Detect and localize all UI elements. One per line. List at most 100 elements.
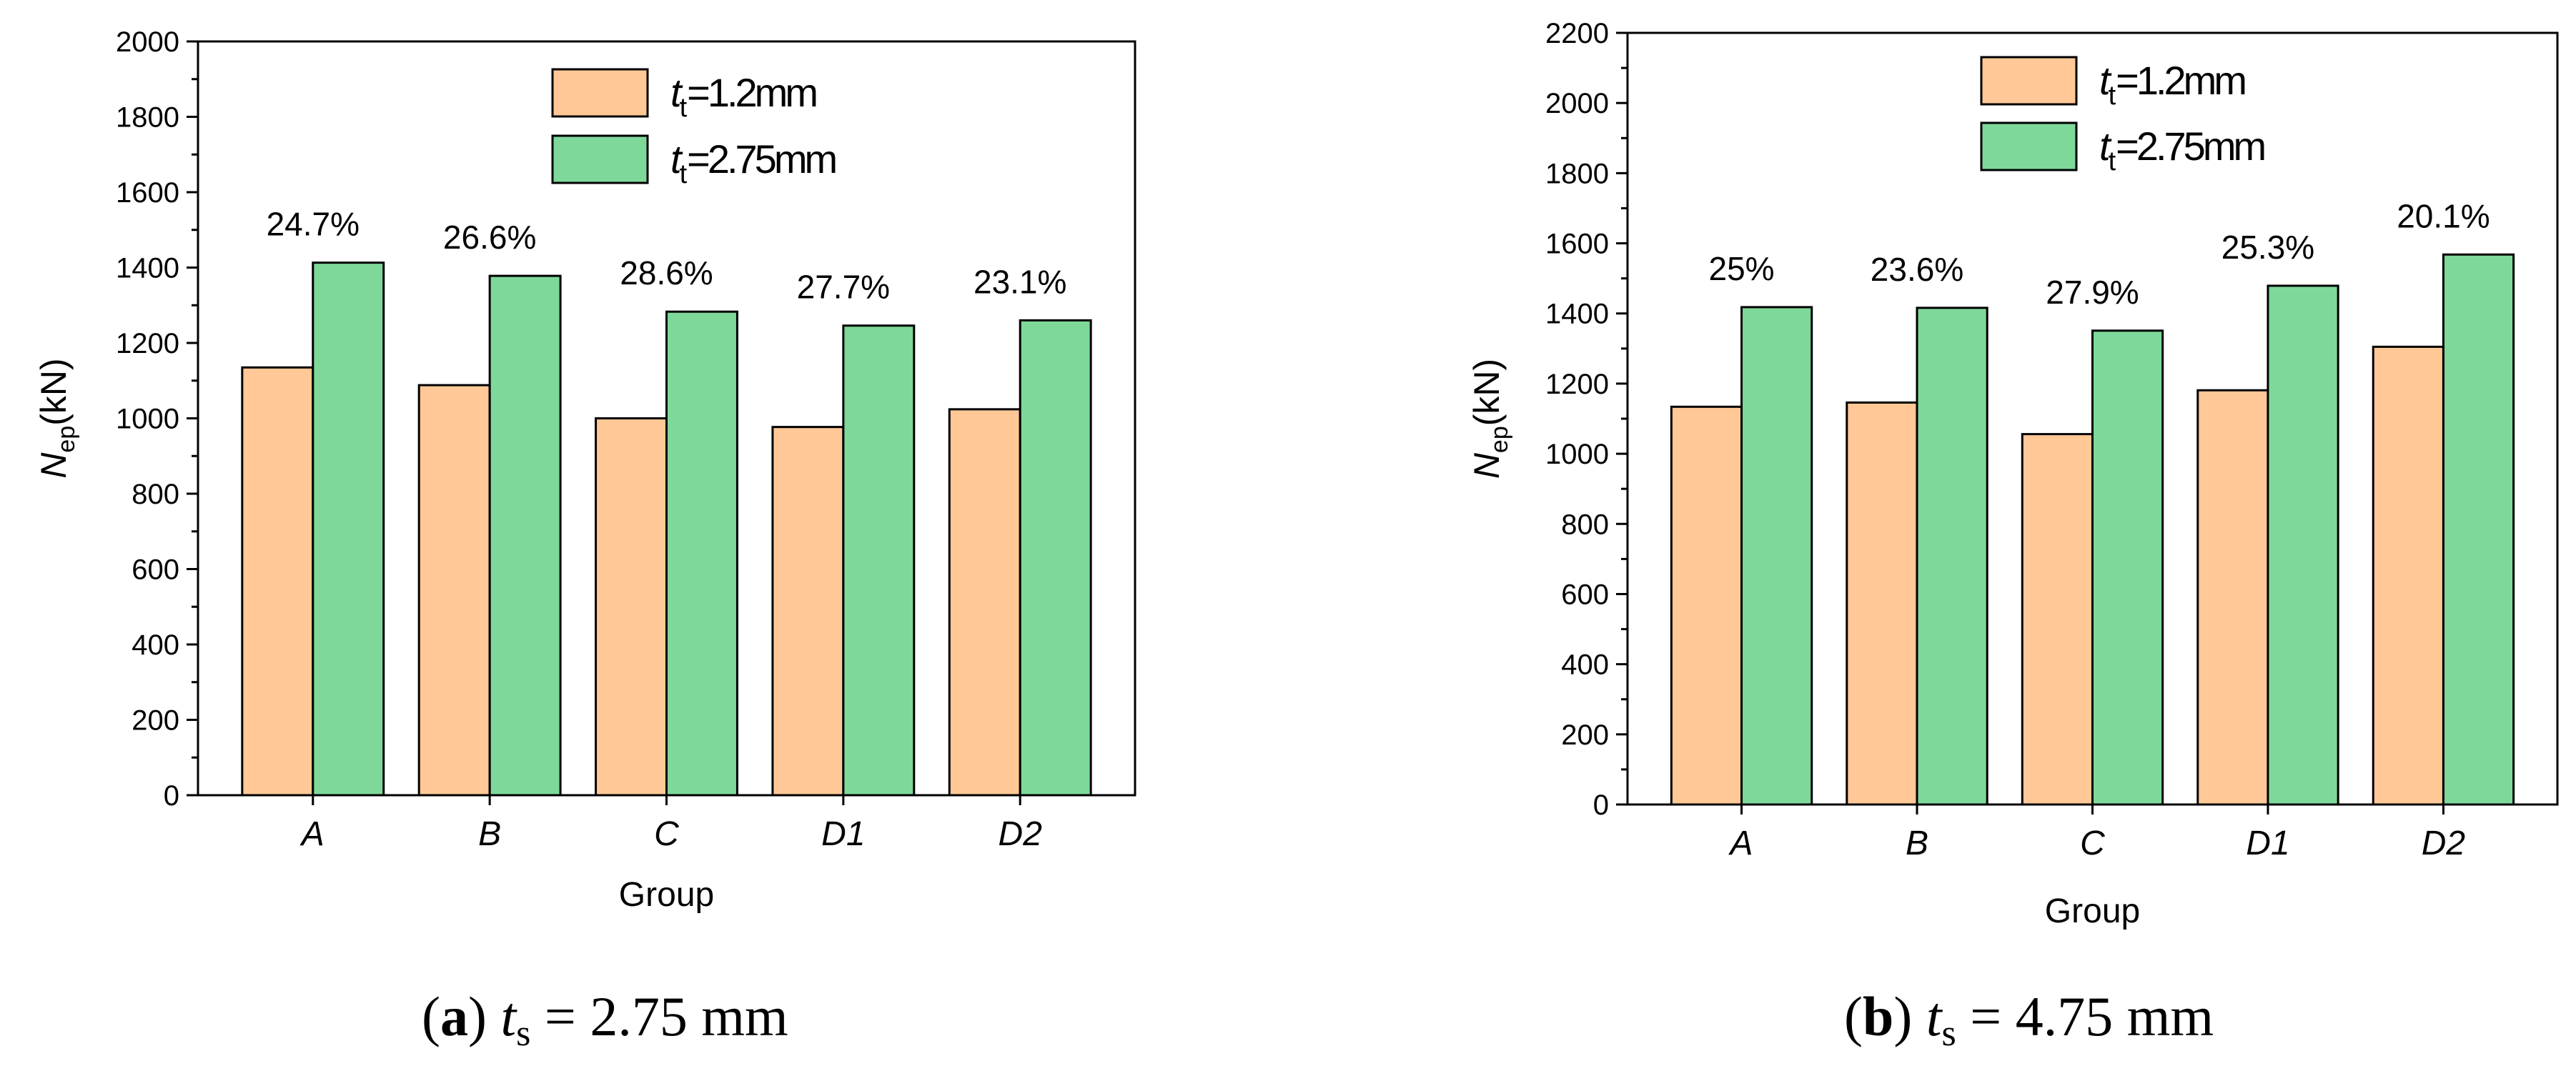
annotation-b-c: 27.9% <box>2046 274 2139 311</box>
caption-b-symbol: t <box>1926 985 1942 1047</box>
bar-a-d1-series2 <box>842 324 916 797</box>
y-tick-label-b-2000: 2000 <box>1545 88 1609 119</box>
annotation-a-d1: 27.7% <box>797 269 890 306</box>
bar-a-d1-series1 <box>771 426 845 797</box>
legend-value-b-2: =2.75mm <box>2116 124 2264 169</box>
annotation-b-d2: 20.1% <box>2397 197 2490 234</box>
annotation-b-b: 23.6% <box>1871 251 1963 288</box>
annotation-a-b: 26.6% <box>443 219 536 256</box>
chart-panel-b: 25% A 23.6% B 27.9% C 25.3% D1 20.1% D2 0 200 400 600… <box>1467 18 2559 930</box>
y-tick-label-a-800: 800 <box>132 479 179 510</box>
caption-a-label: a <box>440 985 468 1047</box>
y-tick-label-b-800: 800 <box>1561 509 1609 540</box>
bar-b-b-series2 <box>1916 307 1988 806</box>
legend-value-b-1: =1.2mm <box>2116 58 2244 103</box>
y-tick-label-a-1000: 1000 <box>116 404 179 435</box>
y-axis-unit-b: (kN) <box>1467 359 1507 426</box>
x-tick-label-b-d2: D2 <box>2422 825 2465 862</box>
annotation-b-a: 25% <box>1709 250 1775 287</box>
y-tick-label-b-200: 200 <box>1561 719 1609 751</box>
bar-b-a-series1 <box>1670 405 1743 806</box>
caption-a-value: = 2.75 mm <box>530 985 788 1047</box>
legend-subscript-a-2: t <box>680 159 688 189</box>
plot-frame-a <box>197 40 1136 797</box>
caption-b: (b) ts = 4.75 mm <box>1844 985 2214 1054</box>
legend-value-a-1: =1.2mm <box>687 70 816 115</box>
y-tick-label-b-1200: 1200 <box>1545 369 1609 400</box>
y-tick-label-a-600: 600 <box>132 554 179 586</box>
x-tick-label-a-d1: D1 <box>821 815 865 853</box>
caption-a-symbol: t <box>500 985 517 1047</box>
y-tick-label-b-600: 600 <box>1561 579 1609 610</box>
bar-a-a-series1 <box>241 366 314 797</box>
y-tick-label-b-1000: 1000 <box>1545 439 1609 470</box>
legend-value-a-2: =2.75mm <box>687 136 835 181</box>
y-tick-label-a-400: 400 <box>132 629 179 661</box>
bar-a-b-series2 <box>488 274 562 797</box>
legend-swatch-b-series2 <box>1980 121 2078 171</box>
bar-b-c-series2 <box>2091 329 2164 806</box>
y-axis-subscript-b: ep <box>1486 426 1513 453</box>
y-tick-label-a-1800: 1800 <box>116 102 179 134</box>
y-axis-symbol-a: N <box>34 452 74 479</box>
bar-b-d2-series1 <box>2372 345 2444 806</box>
y-tick-label-b-400: 400 <box>1561 649 1609 681</box>
x-tick-label-a-c: C <box>654 815 679 853</box>
x-tick-label-a-a: A <box>299 815 325 853</box>
caption-a: (a) ts = 2.75 mm <box>422 985 788 1054</box>
caption-b-label: b <box>1862 985 1894 1047</box>
x-tick-label-b-a: A <box>1728 825 1753 862</box>
legend-label-b-series1: tt=1.2mm <box>2099 58 2244 111</box>
legend-swatch-b-series1 <box>1980 56 2078 106</box>
caption-a-sub: s <box>516 1013 531 1054</box>
bar-a-a-series2 <box>312 261 385 797</box>
bar-b-a-series2 <box>1740 306 1813 806</box>
annotation-b-d1: 25.3% <box>2221 229 2314 266</box>
bar-a-d2-series2 <box>1019 319 1092 797</box>
y-tick-label-b-2200: 2200 <box>1545 18 1609 49</box>
y-tick-label-a-0: 0 <box>164 780 179 812</box>
x-tick-label-a-d2: D2 <box>999 815 1042 853</box>
x-tick-label-b-b: B <box>1906 825 1928 862</box>
y-tick-label-b-1800: 1800 <box>1545 158 1609 189</box>
legend-label-b-series2: tt=2.75mm <box>2099 124 2264 176</box>
bar-b-c-series1 <box>2021 433 2094 806</box>
bar-b-d2-series2 <box>2442 253 2515 806</box>
bar-a-c-series1 <box>595 417 668 797</box>
y-tick-label-a-1600: 1600 <box>116 177 179 209</box>
annotation-a-a: 24.7% <box>267 206 360 243</box>
y-tick-label-b-1600: 1600 <box>1545 229 1609 260</box>
caption-b-sub: s <box>1941 1013 1956 1054</box>
y-tick-label-a-1200: 1200 <box>116 328 179 359</box>
bar-a-b-series1 <box>417 384 491 797</box>
y-axis-symbol-b: N <box>1467 452 1507 479</box>
y-tick-label-a-1400: 1400 <box>116 253 179 284</box>
chart-panel-a: 24.7% A 26.6% B 28.6% C 27.7% D1 23.1% D2 0 200 400 6… <box>34 26 1136 914</box>
y-tick-label-b-1400: 1400 <box>1545 299 1609 330</box>
y-tick-label-a-2000: 2000 <box>116 26 179 58</box>
x-axis-title-b: Group <box>2045 892 2140 930</box>
x-tick-label-b-d1: D1 <box>2246 825 2289 862</box>
plot-frame-b <box>1626 31 2559 806</box>
bar-b-b-series1 <box>1846 401 1918 806</box>
legend-label-a-series1: tt=1.2mm <box>670 70 816 123</box>
legend-swatch-a-series2 <box>551 134 649 184</box>
legend-subscript-b-2: t <box>2109 146 2116 176</box>
y-tick-label-a-200: 200 <box>132 705 179 737</box>
x-axis-title-a: Group <box>619 876 714 914</box>
legend-subscript-b-1: t <box>2109 81 2116 111</box>
caption-b-value: = 4.75 mm <box>1956 985 2214 1047</box>
x-tick-label-a-b: B <box>478 815 501 853</box>
y-axis-title-a: Nep(kN) <box>34 358 80 478</box>
legend-label-a-series2: tt=2.75mm <box>670 136 835 189</box>
y-tick-label-b-0: 0 <box>1593 789 1609 821</box>
annotation-a-d2: 23.1% <box>974 263 1066 300</box>
bar-a-c-series2 <box>665 310 738 797</box>
y-axis-subscript-a: ep <box>53 426 80 453</box>
bar-b-d1-series2 <box>2267 284 2339 806</box>
bar-b-d1-series1 <box>2196 389 2269 806</box>
bar-a-d2-series1 <box>948 408 1021 797</box>
legend-subscript-a-1: t <box>680 93 688 123</box>
y-axis-unit-a: (kN) <box>34 358 74 425</box>
